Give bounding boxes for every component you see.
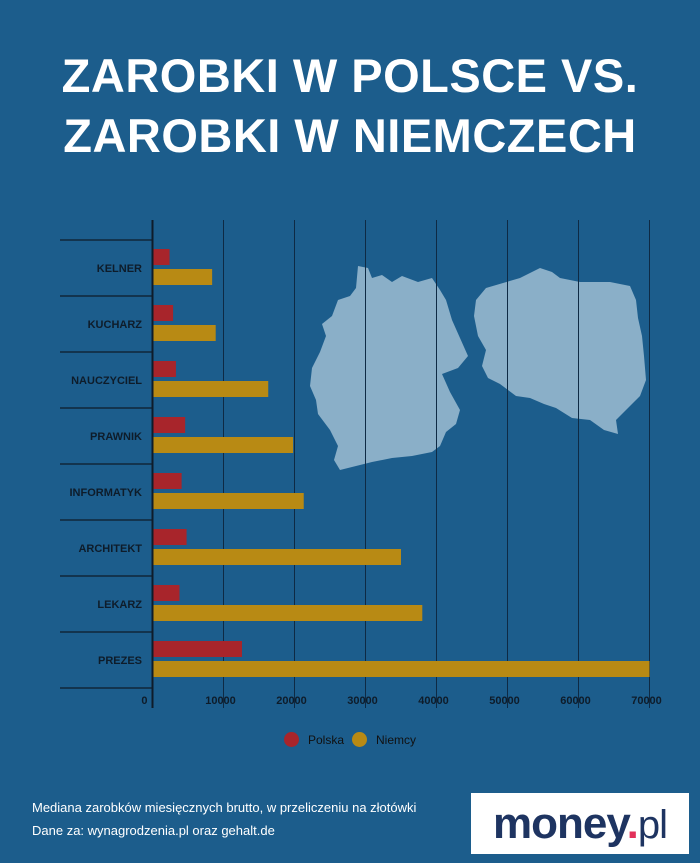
bar-niemcy-nauczyciel — [153, 381, 269, 397]
bar-niemcy-lekarz — [153, 605, 423, 621]
bar-polska-kelner — [153, 249, 170, 265]
bar-niemcy-prezes — [153, 661, 650, 677]
niemcy-swatch — [352, 732, 367, 747]
bar-niemcy-kucharz — [153, 325, 216, 341]
footnotes: Mediana zarobków miesięcznych brutto, w … — [32, 796, 416, 842]
bar-polska-informatyk — [153, 473, 182, 489]
bar-niemcy-kelner — [153, 269, 213, 285]
legend-label-niemcy: Niemcy — [376, 732, 417, 747]
x-tick-label: 50000 — [489, 695, 520, 707]
bar-polska-prawnik — [153, 417, 186, 433]
bar-niemcy-informatyk — [153, 493, 304, 509]
x-tick-label: 40000 — [418, 695, 449, 707]
category-label: LEKARZ — [97, 599, 142, 611]
x-tick-labels: 0 10000 20000 30000 40000 50000 60000 70000 — [141, 695, 661, 707]
category-label: INFORMATYK — [69, 487, 142, 499]
poland-map — [474, 268, 646, 434]
category-label: PREZES — [98, 655, 142, 667]
money-pl-logo: money.pl — [471, 793, 689, 854]
category-dividers — [60, 239, 152, 689]
x-tick-label: 60000 — [560, 695, 591, 707]
bar-polska-kucharz — [153, 305, 174, 321]
category-label: NAUCZYCIEL — [71, 375, 142, 387]
legend: Polska Niemcy — [0, 732, 700, 747]
bar-polska-lekarz — [153, 585, 180, 601]
polska-swatch — [283, 732, 299, 747]
bar-polska-nauczyciel — [153, 361, 176, 377]
title-line-2: ZAROBKI W NIEMCZECH — [63, 109, 637, 162]
bar-polska-architekt — [153, 529, 187, 545]
bar-polska-prezes — [153, 641, 242, 657]
page-title: ZAROBKI W POLSCE VS. ZAROBKI W NIEMCZECH — [0, 46, 700, 166]
note-source: Dane za: wynagrodzenia.pl oraz gehalt.de — [32, 823, 275, 838]
legend-label-polska: Polska — [307, 732, 344, 747]
category-label: KUCHARZ — [88, 319, 143, 331]
legend-item-niemcy: Niemcy — [352, 732, 416, 747]
x-tick-label: 20000 — [276, 695, 307, 707]
title-line-1: ZAROBKI W POLSCE VS. — [61, 49, 639, 102]
category-labels: KELNER KUCHARZ NAUCZYCIEL PRAWNIK INFORMATYK… — [69, 263, 142, 667]
bars — [153, 249, 650, 677]
x-tick-label: 0 — [141, 695, 147, 707]
bar-niemcy-architekt — [153, 549, 401, 565]
legend-item-polska: Polska — [283, 732, 344, 747]
bar-niemcy-prawnik — [153, 437, 294, 453]
germany-map — [310, 266, 468, 470]
x-tick-label: 30000 — [347, 695, 378, 707]
x-tick-label: 70000 — [631, 695, 662, 707]
bar-chart: KELNER KUCHARZ NAUCZYCIEL PRAWNIK INFORMATYK… — [60, 220, 662, 708]
note-description: Mediana zarobków miesięcznych brutto, w … — [32, 800, 417, 815]
category-label: KELNER — [97, 263, 142, 275]
x-tick-label: 10000 — [205, 695, 236, 707]
category-label: PRAWNIK — [90, 431, 142, 443]
category-label: ARCHITEKT — [78, 543, 142, 555]
grid-lines — [223, 220, 650, 708]
